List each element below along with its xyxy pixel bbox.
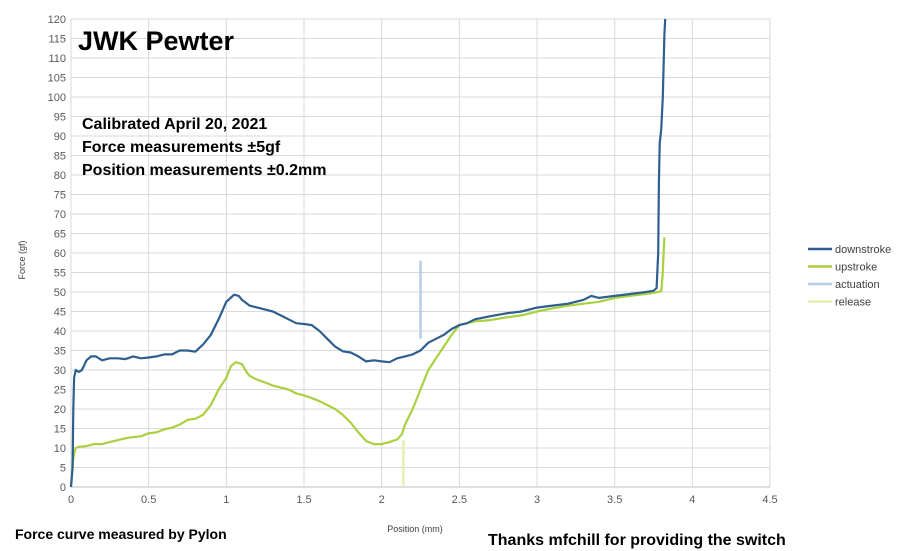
y-tick-label: 5: [60, 463, 66, 475]
y-tick-label: 90: [54, 131, 66, 143]
footer-measured-by: Force curve measured by Pylon: [15, 526, 227, 542]
y-tick-label: 50: [54, 287, 66, 299]
y-axis-title: Force (gf): [17, 240, 27, 279]
y-tick-label: 30: [54, 365, 66, 377]
legend-label-actuation: actuation: [835, 279, 880, 291]
y-tick-label: 45: [54, 307, 66, 319]
legend-label-upstroke: upstroke: [835, 262, 877, 274]
x-tick-label: 4: [689, 494, 695, 506]
y-tick-label: 80: [54, 170, 66, 182]
y-tick-label: 0: [60, 482, 66, 494]
y-tick-label: 95: [54, 112, 66, 124]
y-tick-label: 40: [54, 326, 66, 338]
x-tick-label: 3: [534, 494, 540, 506]
footer-thanks: Thanks mfchill for providing the switch: [488, 532, 786, 549]
x-tick-label: 1: [223, 494, 229, 506]
x-tick-label: 0: [68, 494, 74, 506]
x-tick-label: 1.5: [296, 494, 311, 506]
y-tick-label: 105: [48, 73, 66, 85]
y-tick-label: 10: [54, 443, 66, 455]
y-tick-label: 70: [54, 209, 66, 221]
y-tick-label: 35: [54, 346, 66, 358]
x-tick-label: 4.5: [762, 494, 777, 506]
x-tick-label: 2: [379, 494, 385, 506]
chart-title: JWK Pewter: [78, 26, 235, 56]
legend: downstroke upstroke actuation release: [808, 244, 891, 309]
y-tick-label: 20: [54, 404, 66, 416]
y-tick-label: 60: [54, 248, 66, 260]
legend-label-release: release: [835, 297, 871, 309]
x-tick-label: 2.5: [452, 494, 467, 506]
x-axis-title: Position (mm): [387, 524, 443, 534]
series-upstroke-line: [69, 237, 666, 488]
x-tick-label: 3.5: [607, 494, 622, 506]
y-tick-label: 100: [48, 92, 66, 104]
y-tick-label: 55: [54, 268, 66, 280]
y-tick-label: 25: [54, 385, 66, 397]
x-tick-labels: 0 0.5 1 1.5 2 2.5 3 3.5 4 4.5: [68, 494, 778, 506]
y-tick-label: 115: [48, 34, 66, 46]
series-lines: [69, 18, 667, 488]
y-tick-labels: 0 5 10 15 20 25 30 35 40 45 50 55 60 65 70 75 80 85 90 95 10…: [48, 14, 66, 494]
y-tick-label: 75: [54, 190, 66, 202]
calibration-date: Calibrated April 20, 2021: [82, 116, 267, 133]
y-tick-label: 15: [54, 424, 66, 436]
position-accuracy-note: Position measurements ±0.2mm: [82, 162, 326, 179]
grid-lines: [70, 18, 771, 488]
series-downstroke-line: [69, 18, 667, 488]
y-tick-label: 120: [48, 14, 66, 26]
force-accuracy-note: Force measurements ±5gf: [82, 139, 281, 156]
y-tick-label: 110: [48, 53, 66, 65]
y-tick-label: 85: [54, 151, 66, 163]
legend-label-downstroke: downstroke: [835, 244, 891, 256]
y-tick-label: 65: [54, 229, 66, 241]
x-tick-label: 0.5: [141, 494, 156, 506]
